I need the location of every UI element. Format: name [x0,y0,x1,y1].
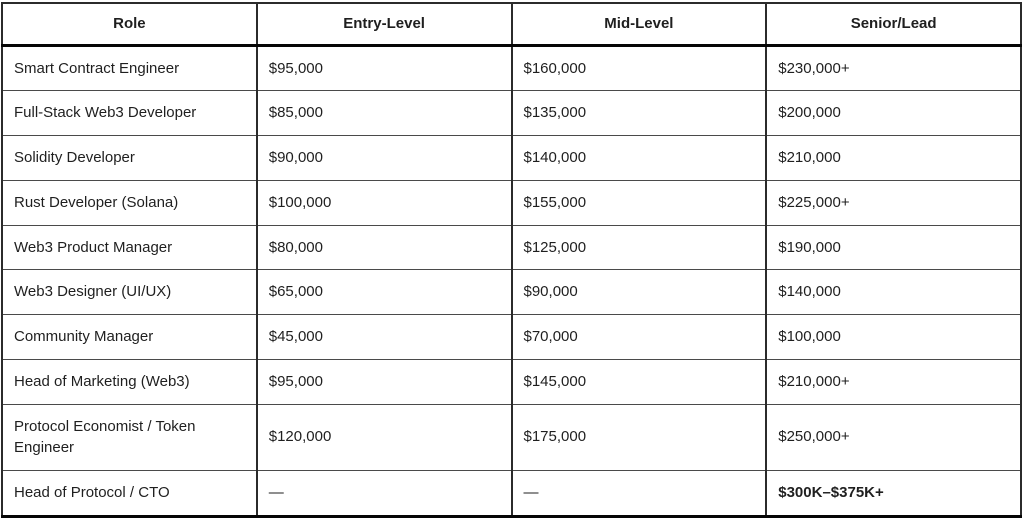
cell-mid: $155,000 [510,179,768,226]
column-header-senior-lead: Senior/Lead [765,2,1022,47]
header-row: Role Entry-Level Mid-Level Senior/Lead [1,2,1022,47]
cell-entry: $90,000 [255,135,513,181]
cell-mid: — [510,470,768,518]
cell-entry: $45,000 [255,314,513,360]
cell-role: Web3 Product Manager [1,224,258,271]
cell-entry: $95,000 [255,358,513,405]
cell-mid: $135,000 [510,90,768,136]
table-row: Head of Marketing (Web3) $95,000 $145,00… [1,358,1022,405]
table-row: Rust Developer (Solana) $100,000 $155,00… [1,179,1022,226]
table-row: Protocol Economist / Token Engineer $120… [1,403,1022,471]
cell-senior: $230,000+ [765,44,1022,92]
cell-mid: $175,000 [510,403,768,471]
cell-senior: $250,000+ [765,403,1022,471]
cell-mid: $90,000 [510,269,768,315]
cell-entry: $95,000 [255,44,513,92]
cell-entry: $80,000 [255,224,513,271]
cell-entry: $85,000 [255,90,513,136]
cell-role: Protocol Economist / Token Engineer [1,403,258,471]
cell-senior: $300K–$375K+ [765,470,1022,518]
cell-role: Head of Protocol / CTO [1,470,258,518]
cell-role: Full-Stack Web3 Developer [1,90,258,136]
cell-role: Web3 Designer (UI/UX) [1,269,258,315]
cell-entry: $65,000 [255,269,513,315]
cell-senior: $190,000 [765,224,1022,271]
cell-role: Head of Marketing (Web3) [1,358,258,405]
table-row: Community Manager $45,000 $70,000 $100,0… [1,314,1022,360]
cell-senior: $210,000+ [765,358,1022,405]
cell-mid: $145,000 [510,358,768,405]
cell-role: Solidity Developer [1,135,258,181]
column-header-role: Role [1,2,258,47]
cell-mid: $140,000 [510,135,768,181]
table-row: Full-Stack Web3 Developer $85,000 $135,0… [1,90,1022,136]
cell-senior: $210,000 [765,135,1022,181]
cell-senior: $225,000+ [765,179,1022,226]
table-row: Smart Contract Engineer $95,000 $160,000… [1,44,1022,92]
cell-senior: $140,000 [765,269,1022,315]
cell-entry: $120,000 [255,403,513,471]
table-header: Role Entry-Level Mid-Level Senior/Lead [1,2,1022,47]
cell-mid: $125,000 [510,224,768,271]
table-row: Solidity Developer $90,000 $140,000 $210… [1,135,1022,181]
table-body: Smart Contract Engineer $95,000 $160,000… [1,44,1022,518]
cell-entry: $100,000 [255,179,513,226]
cell-entry: — [255,470,513,518]
cell-role: Rust Developer (Solana) [1,179,258,226]
cell-role: Smart Contract Engineer [1,44,258,92]
cell-role: Community Manager [1,314,258,360]
cell-senior: $100,000 [765,314,1022,360]
column-header-mid-level: Mid-Level [510,2,768,47]
column-header-entry-level: Entry-Level [255,2,513,47]
cell-senior: $200,000 [765,90,1022,136]
cell-mid: $160,000 [510,44,768,92]
cell-mid: $70,000 [510,314,768,360]
table-row: Web3 Product Manager $80,000 $125,000 $1… [1,224,1022,271]
table-row: Web3 Designer (UI/UX) $65,000 $90,000 $1… [1,269,1022,315]
table-row: Head of Protocol / CTO — — $300K–$375K+ [1,470,1022,518]
